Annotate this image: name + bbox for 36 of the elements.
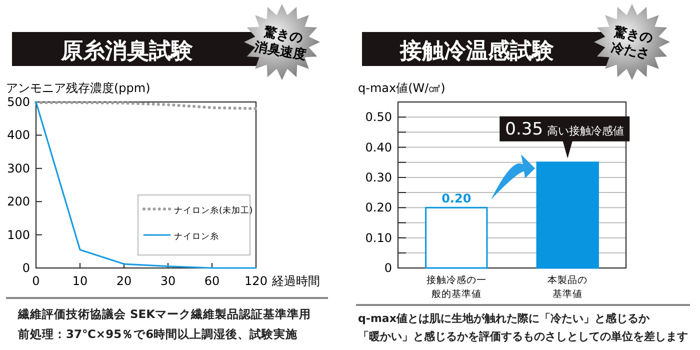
text: 驚きの消臭速度 [252,24,308,64]
legend-label: ナイロン糸 [174,231,219,242]
x-tick-label: 0 [32,274,40,288]
x-axis-title: 経過時間 [271,274,320,288]
chart-title: 接触冷温感試験 [399,39,555,64]
x-tick-label: 接触冷感の一般的基準値 [426,274,486,300]
chart-title: 原糸消臭試験 [60,39,194,64]
text: q-max値とは肌に生地が触れた際に「冷たい」と感じるか [358,312,650,325]
y-tick-label: 0.10 [365,230,392,245]
text: 驚きの冷たさ [610,24,654,62]
x-tick-label: 本製品の基準値 [548,274,588,300]
text: 「暖かい」と感じるかを評価するものさしとしての単位を差します [358,330,688,343]
y-tick-label: 0 [22,261,30,275]
y-tick-label: 0.20 [365,200,392,215]
y-axis-title: アンモニア残存濃度(ppm) [6,81,150,95]
text: 前処理：37℃×95％で6時間以上調湿後、試験実施 [17,327,299,341]
line-series [35,101,257,269]
y-tick-label: 0.40 [365,140,392,154]
y-tick-label: 0.50 [365,110,392,124]
data-label: 0.20 [442,192,472,206]
legend-label: ナイロン糸(未加工) [174,205,253,216]
x-tick-label: 120 [244,274,268,288]
x-tick-label: 10 [72,274,88,288]
x-tick-label: 20 [116,274,132,288]
y-axis-title: q-max値(W/㎠) [358,81,446,95]
x-tick-label: 30 [160,274,176,288]
y-tick-label: 500 [7,95,30,109]
y-tick-label: 200 [7,194,30,209]
annotation: 0.35 高い接触冷感値 [505,119,624,140]
y-tick-label: 100 [7,228,30,242]
x-tick-label: 60 [204,274,220,288]
text: 繊維評価技術協議会 SEKマーク繊維製品認証基準準用 [17,307,312,321]
y-tick-label: 0.30 [365,170,392,184]
y-tick-label: 400 [7,128,30,142]
y-tick-label: 0 [384,261,392,275]
y-tick-label: 300 [7,161,30,176]
